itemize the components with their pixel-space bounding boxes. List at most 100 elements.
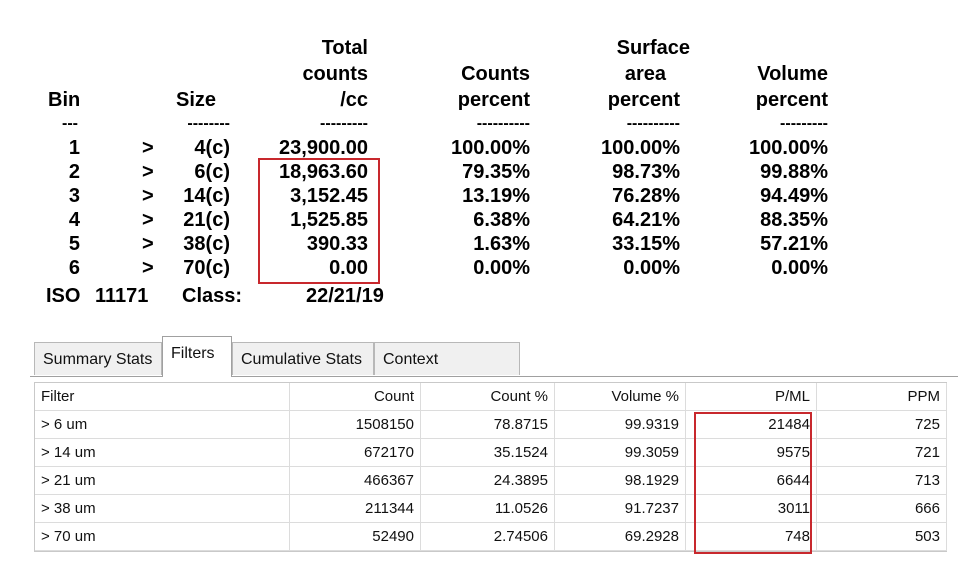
- separator-bin: ---: [62, 115, 78, 132]
- cell-filter: > 6 um: [35, 411, 290, 438]
- counts-percent: 0.00%: [473, 257, 530, 279]
- surface-percent: 0.00%: [623, 257, 680, 279]
- header-volume-line2: percent: [755, 89, 828, 111]
- separator-size: --------: [187, 115, 230, 132]
- iso-class-label: Class:: [182, 285, 243, 307]
- bin-size: 38(c): [183, 233, 230, 255]
- table-row[interactable]: > 14 um 672170 35.1524 99.3059 9575 721: [35, 439, 947, 467]
- tab-filters[interactable]: Filters: [162, 336, 232, 377]
- total-counts: 1,525.85: [290, 209, 368, 231]
- cell-filter: > 21 um: [35, 467, 290, 494]
- table-row[interactable]: > 38 um 211344 11.0526 91.7237 3011 666: [35, 495, 947, 523]
- cell-count: 466367: [290, 467, 421, 494]
- volume-percent: 100.00%: [749, 137, 828, 159]
- counts-percent: 1.63%: [473, 233, 530, 255]
- tab-cumulative-stats[interactable]: Cumulative Stats: [232, 342, 374, 375]
- cell-count-percent: 35.1524: [421, 439, 555, 466]
- greater-than: >: [142, 257, 154, 279]
- cell-volume-percent: 69.2928: [555, 523, 686, 550]
- table-row[interactable]: > 21 um 466367 24.3895 98.1929 6644 713: [35, 467, 947, 495]
- column-header-volume-percent[interactable]: Volume %: [555, 383, 686, 410]
- cell-volume-percent: 91.7237: [555, 495, 686, 522]
- header-volume-line1: Volume: [757, 63, 828, 85]
- cell-count-percent: 24.3895: [421, 467, 555, 494]
- header-total-line3: /cc: [340, 89, 368, 111]
- column-header-p-ml[interactable]: P/ML: [686, 383, 817, 410]
- bin-size: 70(c): [183, 257, 230, 279]
- cell-count-percent: 11.0526: [421, 495, 555, 522]
- bin-size: 4(c): [194, 137, 230, 159]
- separator-surface: ----------: [626, 115, 680, 132]
- header-total-line2: counts: [302, 63, 368, 85]
- iso-label: ISO: [46, 285, 81, 307]
- bin-number: 4: [68, 209, 80, 231]
- header-surface-line1: Surface: [616, 37, 690, 59]
- counts-percent: 6.38%: [473, 209, 530, 231]
- cell-p-ml: 21484: [686, 411, 817, 438]
- grid-header-row: Filter Count Count % Volume % P/ML PPM: [35, 383, 947, 411]
- header-surface-line2: area: [624, 63, 666, 85]
- cell-p-ml: 748: [686, 523, 817, 550]
- cell-filter: > 70 um: [35, 523, 290, 550]
- column-header-filter[interactable]: Filter: [35, 383, 290, 410]
- cell-count: 672170: [290, 439, 421, 466]
- cell-p-ml: 9575: [686, 439, 817, 466]
- bin-number: 5: [68, 233, 80, 255]
- cell-count-percent: 78.8715: [421, 411, 555, 438]
- cell-count: 1508150: [290, 411, 421, 438]
- surface-percent: 100.00%: [601, 137, 680, 159]
- total-counts: 0.00: [329, 257, 368, 279]
- cell-filter: > 38 um: [35, 495, 290, 522]
- separator-counts: ----------: [476, 115, 530, 132]
- volume-percent: 57.21%: [760, 233, 828, 255]
- counts-percent: 100.00%: [451, 137, 530, 159]
- greater-than: >: [142, 209, 154, 231]
- volume-percent: 88.35%: [760, 209, 828, 231]
- column-header-count[interactable]: Count: [290, 383, 421, 410]
- surface-percent: 76.28%: [612, 185, 680, 207]
- cell-ppm: 713: [817, 467, 947, 494]
- total-counts: 390.33: [306, 233, 368, 255]
- bin-size: 6(c): [194, 161, 230, 183]
- cell-ppm: 721: [817, 439, 947, 466]
- column-header-ppm[interactable]: PPM: [817, 383, 947, 410]
- iso-class-value: 22/21/19: [306, 285, 384, 307]
- iso-standard: 11171: [95, 285, 149, 307]
- cell-volume-percent: 99.3059: [555, 439, 686, 466]
- counts-percent: 13.19%: [462, 185, 530, 207]
- tab-bar: Summary Stats Filters Cumulative Stats C…: [30, 332, 958, 401]
- total-counts-highlight: [258, 158, 380, 284]
- total-counts: 18,963.60: [279, 161, 368, 183]
- greater-than: >: [142, 185, 154, 207]
- cell-ppm: 725: [817, 411, 947, 438]
- bin-number: 1: [68, 137, 80, 159]
- particle-count-report: Bin Size Total counts /cc Counts percent…: [46, 37, 828, 307]
- header-size: Size: [176, 89, 217, 111]
- header-counts-line1: Counts: [461, 63, 530, 85]
- volume-percent: 0.00%: [771, 257, 828, 279]
- table-row[interactable]: > 6 um 1508150 78.8715 99.9319 21484 725: [35, 411, 947, 439]
- cell-p-ml: 3011: [686, 495, 817, 522]
- counts-percent: 79.35%: [462, 161, 530, 183]
- column-header-count-percent[interactable]: Count %: [421, 383, 555, 410]
- volume-percent: 94.49%: [760, 185, 828, 207]
- table-row[interactable]: > 70 um 52490 2.74506 69.2928 748 503: [35, 523, 947, 551]
- bin-number: 2: [68, 161, 80, 183]
- total-counts: 3,152.45: [290, 185, 368, 207]
- header-counts-line2: percent: [457, 89, 530, 111]
- surface-percent: 33.15%: [612, 233, 680, 255]
- tab-summary-stats[interactable]: Summary Stats: [34, 342, 162, 375]
- volume-percent: 99.88%: [760, 161, 828, 183]
- bin-number: 6: [68, 257, 80, 279]
- header-surface-line3: percent: [607, 89, 680, 111]
- filters-grid: Filter Count Count % Volume % P/ML PPM >…: [34, 382, 947, 552]
- cell-count-percent: 2.74506: [421, 523, 555, 550]
- cell-count: 211344: [290, 495, 421, 522]
- greater-than: >: [142, 161, 154, 183]
- greater-than: >: [142, 137, 154, 159]
- greater-than: >: [142, 233, 154, 255]
- tab-context-summary[interactable]: Context Summary: [374, 342, 520, 401]
- total-counts: 23,900.00: [279, 137, 368, 159]
- header-bin: Bin: [48, 89, 81, 111]
- cell-filter: > 14 um: [35, 439, 290, 466]
